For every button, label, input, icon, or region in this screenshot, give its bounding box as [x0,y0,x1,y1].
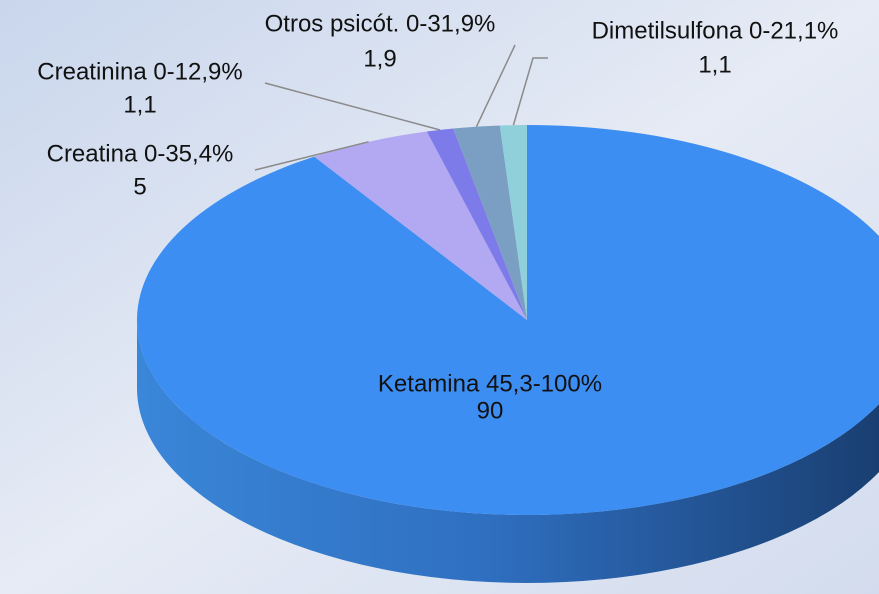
category-label: Dimetilsulfona 0-21,1% [592,17,839,44]
pie-slice [314,131,527,320]
value-label: 1,1 [123,91,156,118]
value-label: 1,1 [698,51,731,78]
side-wall [137,320,879,583]
category-label: Ketamina 45,3-100% [378,370,602,397]
leader-line [475,44,516,127]
value-label: 1,9 [363,45,396,72]
category-label: Creatina 0-35,4% [47,140,234,167]
leader-line [512,57,548,126]
value-label: 5 [133,173,146,200]
category-label: Otros psicót. 0-31,9% [265,10,496,37]
leader-line [264,82,441,131]
category-label: Creatinina 0-12,9% [37,58,242,85]
pie-slice [426,128,527,320]
pie-slice [137,125,879,515]
pie-slice [453,125,527,320]
value-label: 90 [477,397,504,424]
pie-slice [499,125,527,320]
leader-line [254,141,369,171]
